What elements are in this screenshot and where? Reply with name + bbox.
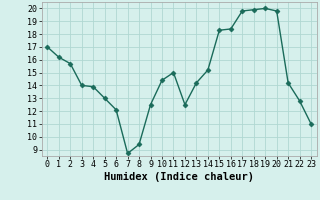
X-axis label: Humidex (Indice chaleur): Humidex (Indice chaleur)	[104, 172, 254, 182]
